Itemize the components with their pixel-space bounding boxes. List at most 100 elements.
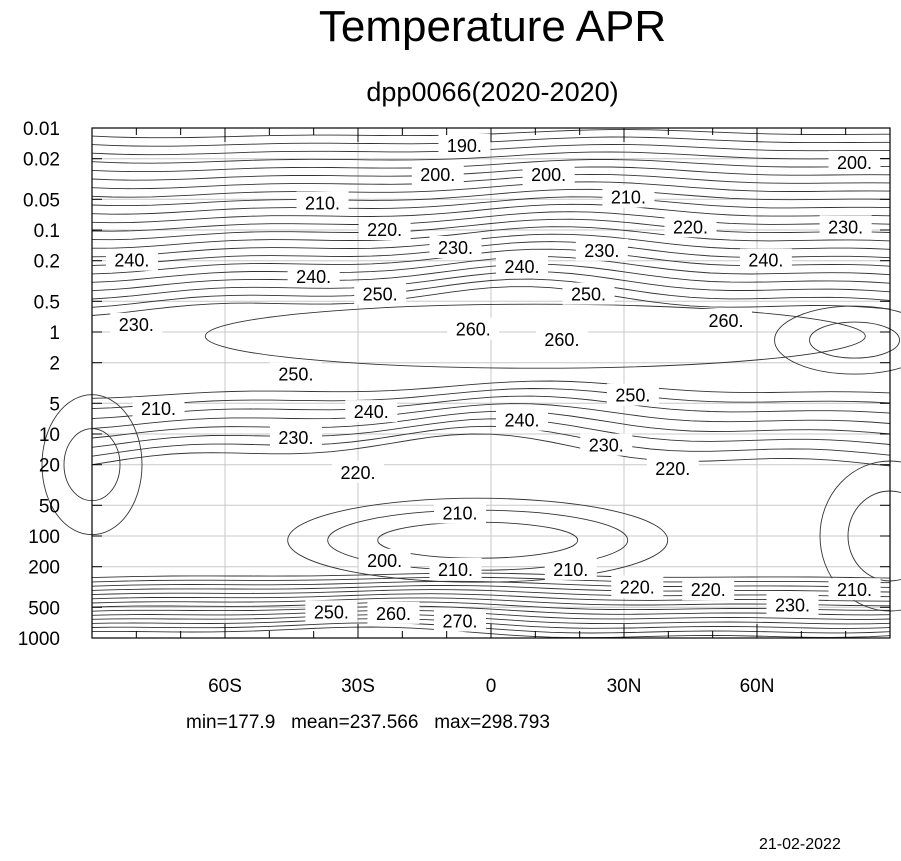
contour-label: 230. — [775, 595, 810, 615]
contour-label-bg — [664, 215, 717, 238]
contour-label: 250. — [314, 602, 349, 622]
contour-loop — [774, 305, 901, 375]
contour-label: 260. — [544, 330, 579, 350]
contour-label: 230. — [119, 315, 154, 335]
contour-label: 260. — [376, 604, 411, 624]
contour-label-bg — [766, 593, 819, 616]
y-tick-label: 0.05 — [23, 190, 60, 211]
chart-title: Temperature APR — [318, 2, 667, 51]
plot-frame — [91, 127, 891, 639]
contour-label: 240. — [114, 251, 149, 271]
contour-label: 240. — [354, 402, 389, 422]
contour-label: 210. — [553, 560, 588, 580]
contour-line — [91, 593, 891, 602]
contour-label-bg — [739, 248, 792, 271]
contour-line — [91, 597, 891, 607]
contour-line — [91, 278, 891, 308]
contour-label: 200. — [420, 165, 455, 185]
contour-line — [91, 151, 890, 164]
contour-label-bg — [496, 408, 549, 431]
contour-line — [91, 418, 891, 448]
contour-label-bg — [305, 600, 358, 623]
contour-label-bg — [828, 150, 881, 173]
contour-line — [91, 211, 891, 232]
y-tick-label: 0.01 — [23, 119, 60, 140]
contour-label: 210. — [305, 194, 340, 214]
contour-label-bg — [269, 362, 322, 385]
contour-line — [91, 144, 890, 156]
contour-label: 220. — [620, 578, 655, 598]
contour-label: 250. — [363, 285, 398, 305]
contour-label-bg — [438, 133, 491, 156]
contour-line — [91, 614, 891, 625]
contour-label: 240. — [505, 411, 540, 431]
contour-label-bg — [287, 265, 340, 288]
contour-line — [91, 605, 891, 616]
contour-line — [91, 271, 891, 300]
contour-label-bg — [602, 185, 655, 208]
contour-label: 210. — [837, 580, 872, 600]
contour-label-bg — [433, 501, 486, 524]
contour-line — [91, 380, 891, 399]
contour-label-bg — [105, 248, 158, 271]
contour-line — [91, 425, 891, 457]
contour-label-bg — [575, 238, 628, 261]
contour-label-bg — [544, 557, 597, 580]
contour-label: 200. — [367, 551, 402, 571]
x-tick-label: 60S — [208, 676, 242, 697]
contour-label: 240. — [296, 267, 331, 287]
y-tick-label: 1 — [49, 323, 60, 344]
contour-label-bg — [429, 235, 482, 258]
y-tick-label: 1000 — [18, 629, 60, 650]
contour-label-bg — [358, 548, 411, 571]
contour-loop — [204, 303, 866, 369]
x-tick-label: 30S — [341, 676, 375, 697]
contour-label-bg — [354, 282, 407, 305]
contour-line — [91, 159, 890, 173]
contour-label-bg — [828, 578, 881, 601]
contour-line — [91, 173, 891, 190]
y-tick-label: 0.02 — [23, 150, 60, 171]
y-tick-label: 200 — [28, 558, 60, 579]
contour-label-bg — [606, 383, 659, 406]
contour-label: 230. — [828, 217, 863, 237]
contour-line — [91, 286, 891, 316]
contour-label: 220. — [340, 463, 375, 483]
contour-label: 220. — [367, 220, 402, 240]
contour-label: 210. — [611, 187, 646, 207]
contour-line — [91, 263, 891, 292]
contour-label-bg — [496, 254, 549, 277]
contour-label: 240. — [505, 257, 540, 277]
contour-line — [91, 585, 891, 593]
contour-line — [91, 181, 891, 198]
contour-label: 250. — [615, 386, 650, 406]
contour-line — [91, 410, 891, 439]
stats-summary: min=177.9 mean=237.566 max=298.793 — [186, 712, 550, 733]
y-tick-label: 2 — [49, 354, 60, 375]
y-tick-label: 5 — [49, 394, 60, 415]
contour-label-bg — [358, 218, 411, 240]
contour-label-bg — [269, 426, 322, 449]
contour-label-bg — [433, 609, 486, 632]
contour-label: 270. — [442, 612, 477, 632]
contour-label: 250. — [571, 285, 606, 305]
contour-line — [91, 403, 891, 429]
contour-label: 220. — [673, 217, 708, 237]
y-tick-label: 100 — [28, 527, 60, 548]
contour-label: 240. — [748, 251, 783, 271]
contour-label-bg — [646, 456, 699, 479]
contour-line — [91, 218, 891, 241]
contour-line — [91, 388, 891, 410]
contour-line — [91, 609, 891, 620]
contour-line — [91, 572, 891, 579]
contour-label-bg — [411, 163, 464, 186]
y-tick-label: 0.5 — [34, 292, 60, 313]
contour-label: 210. — [141, 399, 176, 419]
y-tick-label: 500 — [28, 598, 60, 619]
contour-label: 230. — [584, 241, 619, 261]
contour-loop — [287, 497, 669, 583]
contour-label-bg — [132, 397, 185, 420]
contour-line — [91, 395, 891, 420]
axis-ticks: 0.01 0.02 0.05 0.1 0.2 0.5 1 2 5 10 20 50 100 200 500 1… — [18, 119, 890, 697]
